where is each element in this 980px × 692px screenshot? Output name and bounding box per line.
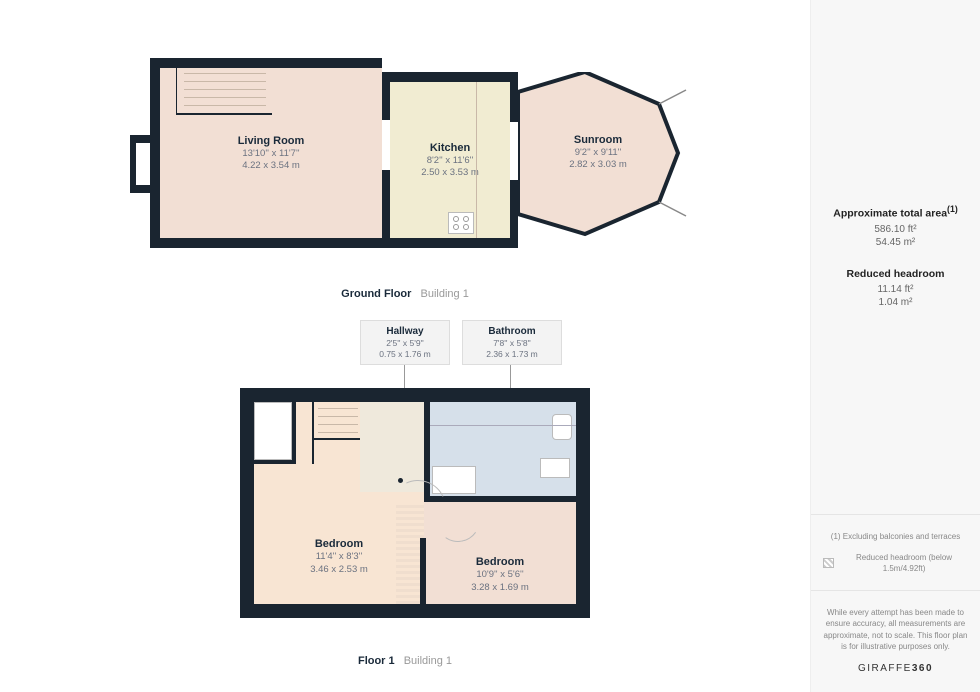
floorplan-canvas: Living Room 13'10'' x 11'7'' 4.22 x 3.54…: [0, 0, 810, 692]
hatch-icon: [823, 558, 834, 568]
bedroom1-dim-imp: 11'4'' x 8'3'': [316, 551, 363, 563]
hallway: [360, 402, 424, 492]
living-room-dim-met: 4.22 x 3.54 m: [242, 160, 300, 172]
area-title: Approximate total area: [833, 208, 947, 220]
headroom-m: 1.04 m²: [823, 297, 968, 308]
first-floor: Hallway 2'5'' x 5'9'' 0.75 x 1.76 m Bath…: [0, 310, 810, 690]
sunroom-dim-imp: 9'2'' x 9'11'': [575, 147, 622, 159]
disclaimer: While every attempt has been made to ens…: [811, 590, 980, 692]
hallway-callout: Hallway 2'5'' x 5'9'' 0.75 x 1.76 m: [360, 320, 450, 365]
headroom-ft: 11.14 ft²: [823, 284, 968, 295]
bedroom2-dim-imp: 10'9'' x 5'6'': [476, 569, 523, 581]
headroom-title: Reduced headroom: [823, 268, 968, 280]
info-sidebar: Approximate total area(1) 586.10 ft² 54.…: [810, 0, 980, 692]
hob-icon: [448, 212, 474, 234]
sink-icon: [540, 458, 570, 478]
footnote-1: (1) Excluding balconies and terraces Red…: [811, 514, 980, 591]
area-ft: 586.10 ft²: [823, 224, 968, 235]
sunroom-dim-met: 2.82 x 3.03 m: [569, 159, 627, 171]
area-block: Approximate total area(1) 586.10 ft² 54.…: [811, 188, 980, 326]
kitchen-label: Kitchen: [430, 141, 470, 155]
living-room-label: Living Room: [238, 134, 305, 148]
bedroom1-label: Bedroom: [315, 537, 363, 551]
living-room: Living Room 13'10'' x 11'7'' 4.22 x 3.54…: [160, 68, 382, 238]
bedroom1-dim-met: 3.46 x 2.53 m: [310, 564, 368, 576]
ground-floor: Living Room 13'10'' x 11'7'' 4.22 x 3.54…: [0, 0, 810, 310]
area-m: 54.45 m²: [823, 237, 968, 248]
floor1-label: Floor 1 Building 1: [0, 655, 810, 667]
sunroom-label: Sunroom: [574, 133, 622, 147]
sunroom-text: Sunroom 9'2'' x 9'11'' 2.82 x 3.03 m: [538, 112, 658, 192]
ground-floor-label: Ground Floor Building 1: [0, 288, 810, 300]
bedroom2-label: Bedroom: [476, 555, 524, 569]
bathroom-callout: Bathroom 7'8'' x 5'8'' 2.36 x 1.73 m: [462, 320, 562, 365]
kitchen-dim-imp: 8'2'' x 11'6'': [427, 155, 474, 167]
kitchen-dim-met: 2.50 x 3.53 m: [421, 167, 479, 179]
bedroom2-dim-met: 3.28 x 1.69 m: [471, 582, 529, 594]
giraffe360-logo: GIRAFFE360: [823, 662, 968, 676]
living-room-dim-imp: 13'10'' x 11'7'': [242, 148, 299, 160]
